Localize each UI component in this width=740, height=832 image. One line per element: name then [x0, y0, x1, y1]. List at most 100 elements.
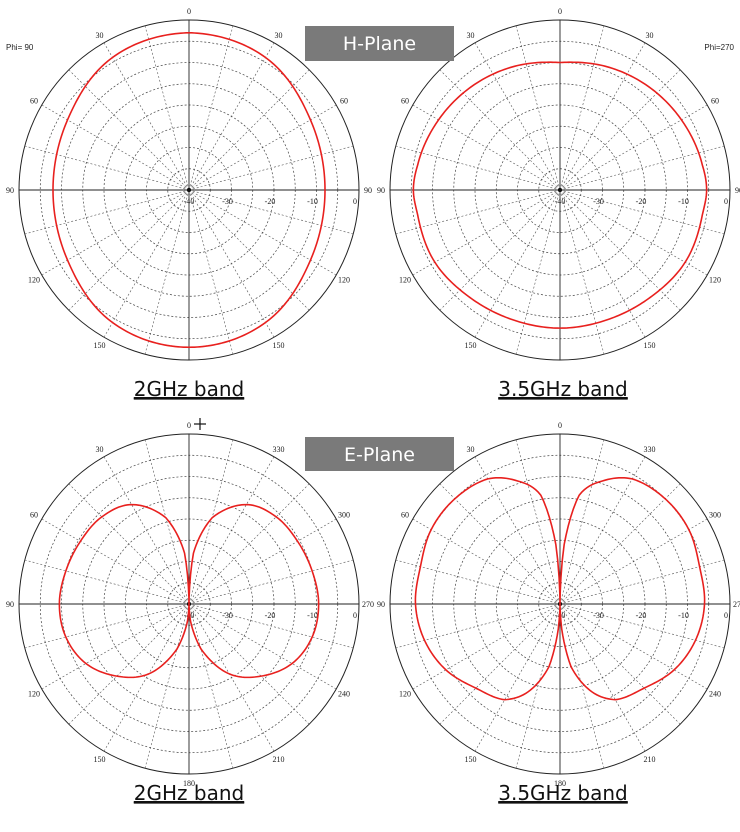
grid-spoke [188, 456, 275, 605]
grid-spoke [559, 189, 725, 235]
grid-spoke [188, 145, 354, 191]
grid-spoke [439, 69, 561, 191]
grid-spoke [559, 603, 605, 769]
angle-label: 120 [709, 276, 721, 285]
grid-spoke [188, 518, 337, 605]
grid-spoke [24, 603, 190, 649]
grid-spoke [515, 189, 561, 355]
radial-label: 0 [724, 611, 728, 620]
grid-spoke [188, 42, 275, 191]
grid-spoke [559, 603, 708, 690]
grid-spoke [395, 559, 561, 605]
angle-label: 30 [467, 31, 475, 40]
radial-label: -10 [678, 611, 689, 620]
e-plane-badge-label: E-Plane [344, 444, 415, 466]
grid-spoke [474, 603, 561, 752]
grid-spoke [144, 189, 190, 355]
angle-label: 90 [6, 186, 14, 195]
grid-spoke [412, 518, 561, 605]
grid-spoke [412, 104, 561, 191]
angle-label: 60 [401, 511, 409, 520]
radial-label: 0 [724, 197, 728, 206]
grid-spoke [68, 69, 190, 191]
grid-spoke [188, 189, 354, 235]
grid-spoke [412, 603, 561, 690]
cursor-cross-icon [194, 418, 206, 430]
angle-label: 210 [644, 755, 656, 764]
grid-spoke [188, 603, 234, 769]
grid-spoke [559, 189, 681, 311]
grid-spoke [515, 25, 561, 191]
grid-spoke [559, 439, 605, 605]
radial-label: 0 [353, 197, 357, 206]
grid-spoke [68, 189, 190, 311]
angle-label: 300 [709, 511, 721, 520]
angle-label: 330 [273, 445, 285, 454]
grid-spoke [24, 559, 190, 605]
radial-label: -20 [265, 197, 276, 206]
radial-label: -30 [222, 611, 233, 620]
angle-label: 210 [273, 755, 285, 764]
grid-spoke [68, 603, 190, 725]
angle-label: 90 [735, 186, 740, 195]
angle-label: 150 [465, 755, 477, 764]
pattern-curve [412, 61, 708, 329]
radial-label: -20 [636, 197, 647, 206]
angle-label: 150 [465, 341, 477, 350]
center-dot [557, 187, 563, 193]
angle-label: 270 [733, 600, 740, 609]
radial-label: -30 [222, 197, 233, 206]
grid-spoke [395, 189, 561, 235]
angle-label: 120 [28, 276, 40, 285]
angle-label: 60 [401, 97, 409, 106]
grid-spoke [188, 189, 337, 276]
polar-chart-1: 0 30 60 90 120 150 30 60 90 120 150 -40 -30 -20 -10 0 Ph… [6, 7, 372, 401]
angle-label: 0 [187, 7, 191, 16]
grid-spoke [188, 25, 234, 191]
grid-spoke [559, 483, 681, 605]
grid-spoke [41, 189, 190, 276]
grid-spoke [559, 69, 681, 191]
angle-label: 150 [273, 341, 285, 350]
grid-spoke [188, 603, 275, 752]
grid-spoke [68, 483, 190, 605]
grid-spoke [41, 603, 190, 690]
grid-spoke [559, 189, 708, 276]
grid-spoke [103, 456, 190, 605]
grid-spoke [559, 603, 646, 752]
grid-spoke [188, 603, 337, 690]
grid-spoke [515, 603, 561, 769]
grid-spoke [439, 189, 561, 311]
angle-label: 300 [338, 511, 350, 520]
angle-label: 150 [94, 341, 106, 350]
grid-spoke [103, 189, 190, 338]
center-dot [186, 187, 192, 193]
grid-spoke [559, 189, 605, 355]
angle-label: 150 [644, 341, 656, 350]
angle-label: 0 [187, 421, 191, 430]
angle-label: 90 [364, 186, 372, 195]
angle-label: 120 [28, 690, 40, 699]
angle-label: 60 [30, 97, 38, 106]
angle-label: 30 [96, 445, 104, 454]
angle-label: 120 [338, 276, 350, 285]
grid-spoke [24, 145, 190, 191]
band-caption: 3.5GHz band [498, 781, 628, 805]
e-plane-badge: E-Plane [305, 437, 454, 471]
radial-label: -10 [307, 197, 318, 206]
pattern-curve [58, 503, 320, 679]
grid-spoke [474, 456, 561, 605]
grid-spoke [559, 603, 681, 725]
grid-spoke [474, 42, 561, 191]
radial-label: 0 [353, 611, 357, 620]
angle-label: 0 [558, 421, 562, 430]
grid-spoke [395, 603, 561, 649]
grid-spoke [24, 189, 190, 235]
grid-spoke [559, 518, 708, 605]
angle-label: 180 [183, 779, 195, 788]
radial-label: -40 [555, 197, 566, 206]
radial-label: -20 [265, 611, 276, 620]
angle-label: 240 [338, 690, 350, 699]
e-plane-badge-bg [305, 437, 454, 471]
radial-label: -40 [184, 197, 195, 206]
